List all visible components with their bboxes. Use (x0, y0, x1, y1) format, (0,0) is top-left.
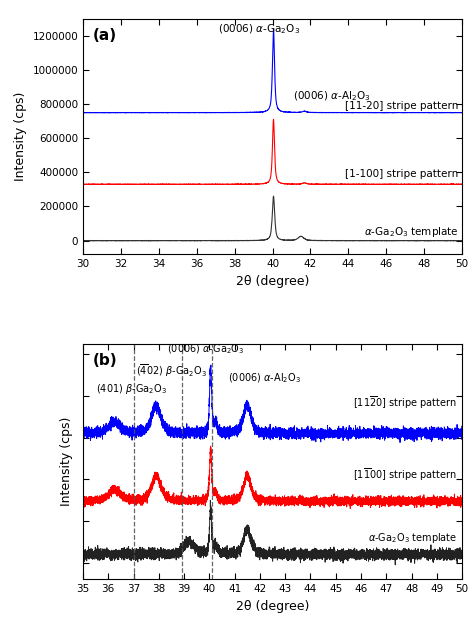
Text: (b): (b) (92, 353, 117, 368)
Text: [11$\overline{2}$0] stripe pattern: [11$\overline{2}$0] stripe pattern (354, 395, 457, 411)
Text: (0006) $\alpha$-Ga$_2$O$_3$: (0006) $\alpha$-Ga$_2$O$_3$ (218, 22, 301, 36)
Text: (0006) $\alpha$-Al$_2$O$_3$: (0006) $\alpha$-Al$_2$O$_3$ (228, 371, 301, 385)
Text: $\alpha$-Ga$_2$O$_3$ template: $\alpha$-Ga$_2$O$_3$ template (368, 531, 457, 545)
Y-axis label: Intensity (cps): Intensity (cps) (60, 417, 73, 506)
Text: [11-20] stripe pattern: [11-20] stripe pattern (345, 101, 458, 111)
Text: $(\overline{4}02)$ $\beta$-Ga$_2$O$_3$: $(\overline{4}02)$ $\beta$-Ga$_2$O$_3$ (136, 363, 207, 379)
Text: [1$\overline{1}$00] stripe pattern: [1$\overline{1}$00] stripe pattern (354, 467, 457, 483)
Text: (0006) $\alpha$-Al$_2$O$_3$: (0006) $\alpha$-Al$_2$O$_3$ (293, 89, 371, 103)
X-axis label: 2θ (degree): 2θ (degree) (236, 600, 309, 613)
Text: (a): (a) (92, 28, 117, 43)
X-axis label: 2θ (degree): 2θ (degree) (236, 275, 309, 288)
Text: $\alpha$-Ga$_2$O$_3$ template: $\alpha$-Ga$_2$O$_3$ template (364, 226, 458, 239)
Text: (0006) $\alpha$-Ga$_2$O$_3$: (0006) $\alpha$-Ga$_2$O$_3$ (167, 343, 244, 356)
Y-axis label: Intensity (cps): Intensity (cps) (14, 92, 27, 181)
Text: (401) $\beta$-Ga$_2$O$_3$: (401) $\beta$-Ga$_2$O$_3$ (96, 382, 166, 396)
Text: [1-100] stripe pattern: [1-100] stripe pattern (345, 169, 458, 179)
